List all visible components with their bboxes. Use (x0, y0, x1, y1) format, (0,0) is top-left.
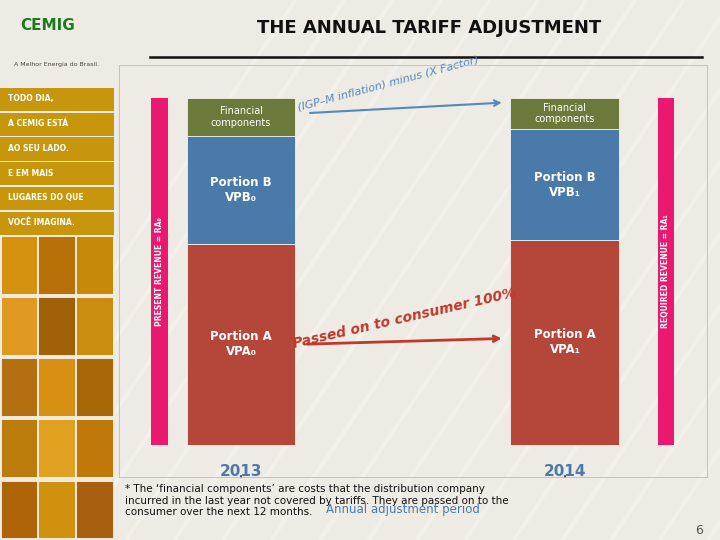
Text: TODO DIA,: TODO DIA, (8, 94, 53, 103)
Bar (38, 420, 76, 477)
Bar (0, 187, 114, 210)
Text: Annual adjustment period: Annual adjustment period (326, 503, 480, 516)
Bar (186, 136, 295, 244)
Bar (1, 481, 37, 538)
Text: A Melhor Energia do Brasil.: A Melhor Energia do Brasil. (14, 62, 99, 68)
Bar (657, 98, 674, 445)
Bar (0, 113, 114, 136)
Text: VOCÊ IMAGINA.: VOCÊ IMAGINA. (8, 218, 75, 227)
Text: PRESENT REVENUE = RA₀: PRESENT REVENUE = RA₀ (155, 217, 164, 326)
Bar (76, 298, 113, 355)
Text: E EM MAIS: E EM MAIS (8, 168, 53, 178)
Text: LUGARES DO QUE: LUGARES DO QUE (8, 193, 84, 202)
Text: Financial
components: Financial components (535, 103, 595, 124)
Bar (0, 162, 114, 185)
Bar (38, 359, 76, 416)
Bar (38, 298, 76, 355)
Text: (IGP–M inflation) minus (X Factor): (IGP–M inflation) minus (X Factor) (297, 54, 480, 112)
Text: Financial
components: Financial components (211, 106, 271, 128)
Bar (1, 420, 37, 477)
Text: Portion A
VPA₁: Portion A VPA₁ (534, 328, 596, 356)
Bar (76, 420, 113, 477)
Bar (151, 98, 168, 445)
Text: Passed on to consumer 100%: Passed on to consumer 100% (292, 286, 518, 351)
Text: Portion B
VPB₀: Portion B VPB₀ (210, 176, 272, 204)
Text: * The ‘financial components’ are costs that the distribution company
incurred in: * The ‘financial components’ are costs t… (125, 484, 508, 517)
Text: Portion B
VPB₁: Portion B VPB₁ (534, 171, 595, 199)
Bar (76, 237, 113, 294)
Bar (510, 240, 619, 445)
Bar (510, 98, 619, 129)
Text: REQUIRED REVENUE = RA₁: REQUIRED REVENUE = RA₁ (662, 214, 670, 328)
Text: AO SEU LADO.: AO SEU LADO. (8, 144, 69, 153)
Bar (0, 212, 114, 235)
Bar (186, 98, 295, 136)
Bar (38, 237, 76, 294)
Bar (76, 359, 113, 416)
Bar (1, 359, 37, 416)
Text: CEMIG: CEMIG (20, 18, 75, 33)
Bar (1, 237, 37, 294)
Bar (0, 88, 114, 111)
Bar (38, 481, 76, 538)
Bar (76, 481, 113, 538)
Text: 6: 6 (696, 524, 703, 537)
Text: Portion A
VPA₀: Portion A VPA₀ (210, 330, 272, 358)
Text: A CEMIG ESTÁ: A CEMIG ESTÁ (8, 119, 68, 128)
Text: 2014: 2014 (544, 464, 586, 479)
Text: 2013: 2013 (220, 464, 262, 479)
Bar (510, 129, 619, 240)
Bar (1, 298, 37, 355)
Bar (186, 244, 295, 445)
Bar (0, 137, 114, 161)
Text: THE ANNUAL TARIFF ADJUSTMENT: THE ANNUAL TARIFF ADJUSTMENT (257, 18, 601, 37)
